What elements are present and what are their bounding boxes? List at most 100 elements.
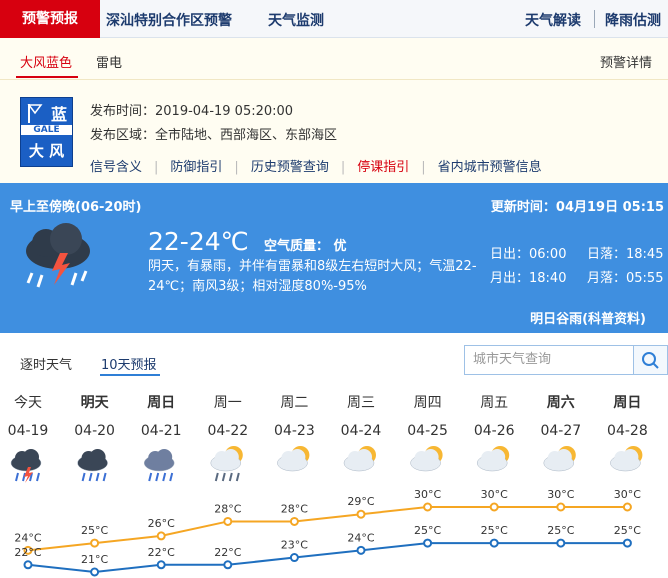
rain-drop <box>15 472 19 482</box>
day-label: 周日 <box>147 395 175 411</box>
rain-drop <box>221 472 226 482</box>
temperature-label: 24°C <box>347 531 374 544</box>
rain-drop <box>155 472 160 482</box>
link[interactable]: 停课指引 <box>357 160 410 175</box>
temperature-point <box>223 560 233 570</box>
alert-area: 发布区域：全市陆地、西部海区、东部海区 <box>90 128 338 143</box>
day-label: 明天 <box>81 395 110 411</box>
divider <box>594 10 595 28</box>
temperature-label: 25°C <box>547 524 574 537</box>
rain-drop <box>95 472 100 482</box>
tab-underline <box>16 76 78 78</box>
rain-drop <box>88 472 93 482</box>
rain-drop <box>235 472 240 482</box>
temperature-point <box>90 567 100 577</box>
temperature-point <box>356 545 366 555</box>
date-label: 04-25 <box>407 423 448 439</box>
rain-drop <box>169 472 174 482</box>
cloud <box>156 449 173 465</box>
link[interactable]: 信号含义 <box>90 160 143 175</box>
cloud <box>222 449 239 465</box>
temperature-point <box>556 502 566 512</box>
link[interactable]: 省内城市预警信息 <box>437 160 542 175</box>
temperature-label: 30°C <box>481 488 508 501</box>
sunrise: 日出：06:00 <box>490 247 567 262</box>
day-label: 周三 <box>347 395 375 411</box>
temperature-point <box>622 502 632 512</box>
rain-drop <box>81 472 86 482</box>
temperature: 22-24℃ <box>148 227 249 256</box>
nav-item[interactable]: 天气监测 <box>268 13 324 29</box>
sep: | <box>234 160 239 175</box>
day-label: 周日 <box>613 395 641 411</box>
date-label: 04-24 <box>341 423 382 439</box>
weather-icon <box>610 446 643 472</box>
temperature-point <box>423 502 433 512</box>
detail-link[interactable]: 预警详情 <box>600 56 653 71</box>
link[interactable]: 防御指引 <box>170 160 223 175</box>
search-input[interactable]: 城市天气查询 <box>464 345 634 375</box>
day-label: 周二 <box>280 395 308 411</box>
temperature-label: 22°C <box>14 546 41 559</box>
temperature-point <box>489 502 499 512</box>
date-label: 04-27 <box>540 423 581 439</box>
weather-icon <box>543 446 576 472</box>
nav-item[interactable]: 深汕特别合作区预警 <box>106 13 232 29</box>
temperature-label: 25°C <box>414 524 441 537</box>
temperature-label: 24°C <box>14 531 41 544</box>
note[interactable]: 明日谷雨(科普资料) <box>530 312 646 327</box>
temperature-point <box>289 516 299 526</box>
temperature-label: 22°C <box>214 546 241 559</box>
temperature-line <box>27 506 628 552</box>
cloud <box>422 449 439 465</box>
temperature-point <box>23 545 33 555</box>
forecast-chart: 今天 04-19 明天 04-20 周日 04-21 周一 04-22 周二 04-23 周三 04-… <box>8 394 648 577</box>
date-label: 04-19 <box>8 423 49 439</box>
date-label: 04-22 <box>207 423 248 439</box>
sep: | <box>340 160 346 175</box>
rain-drop <box>102 472 107 482</box>
tab-underline <box>100 374 160 376</box>
updated: 更新时间：04月19日 05:15 <box>490 200 664 215</box>
alert-icon: 蓝 GALE 大 风 <box>20 97 73 167</box>
temperature-point <box>556 538 566 548</box>
day-label: 今天 <box>14 395 42 411</box>
rain-drop <box>214 472 219 482</box>
temperature-label: 22°C <box>148 546 175 559</box>
link[interactable]: 历史预警查询 <box>250 160 329 175</box>
temperature-label: 25°C <box>481 524 508 537</box>
forecast-tab[interactable]: 10天预报 <box>101 358 157 373</box>
day-label: 周六 <box>547 394 575 411</box>
rain-drop <box>29 472 33 482</box>
alert-tab[interactable]: 雷电 <box>96 56 123 71</box>
alert-tabs: 大风蓝色 雷电 预警详情 <box>0 38 668 80</box>
temperature-point <box>90 538 100 548</box>
lightning <box>24 467 33 483</box>
weather-icon <box>410 446 443 472</box>
nav-active-tab[interactable]: 预警预报 <box>0 0 100 38</box>
nav-item[interactable]: 降雨估测 <box>605 13 661 29</box>
alert-level: 蓝 <box>51 105 68 124</box>
temperature-point <box>622 538 632 548</box>
alert-tab[interactable]: 大风蓝色 <box>20 56 73 71</box>
date-label: 04-21 <box>141 423 182 439</box>
temperature-point <box>156 531 166 541</box>
cloud <box>89 449 106 465</box>
temperature-label: 26°C <box>148 517 175 530</box>
temperature-point <box>156 560 166 570</box>
sep: | <box>154 160 159 175</box>
moonrise: 月出：18:40 <box>490 271 567 286</box>
air-quality: 空气质量： 优 <box>264 239 347 254</box>
nav-item[interactable]: 天气解读 <box>525 13 581 29</box>
temperature-point <box>489 538 499 548</box>
description: 阴天，有暴雨，并伴有雷暴和8级左右短时大风；气温22-24℃；南风3级；相对湿度… <box>148 259 477 294</box>
temperature-point <box>423 538 433 548</box>
forecast-tab[interactable]: 逐时天气 <box>20 358 73 373</box>
search-button[interactable] <box>633 345 668 375</box>
cloud <box>489 449 506 465</box>
temperature-label: 30°C <box>414 488 441 501</box>
rain-drop <box>148 472 153 482</box>
alert-code: GALE <box>21 125 72 135</box>
temperature-label: 21°C <box>81 553 108 566</box>
